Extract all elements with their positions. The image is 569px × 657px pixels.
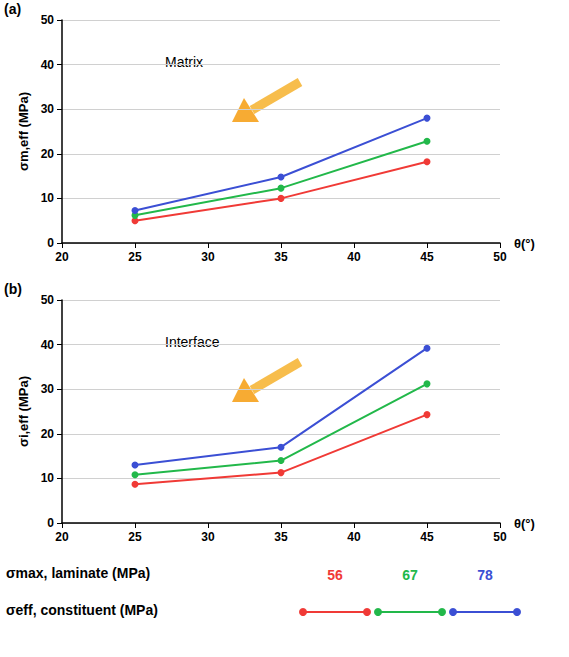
svg-text:θ(°): θ(°) — [514, 236, 535, 251]
svg-text:20: 20 — [41, 427, 55, 441]
svg-text:(a): (a) — [4, 1, 21, 17]
svg-text:30: 30 — [41, 382, 55, 396]
svg-text:10: 10 — [41, 191, 55, 205]
svg-text:σi,eff (MPa): σi,eff (MPa) — [16, 376, 31, 447]
svg-text:Matrix: Matrix — [165, 54, 203, 70]
svg-text:50: 50 — [493, 250, 507, 264]
svg-text:σmax, laminate (MPa): σmax, laminate (MPa) — [6, 565, 150, 581]
svg-text:θ(°): θ(°) — [514, 516, 535, 531]
svg-text:(b): (b) — [4, 281, 22, 297]
svg-text:40: 40 — [41, 338, 55, 352]
svg-text:25: 25 — [128, 530, 142, 544]
svg-text:30: 30 — [201, 530, 215, 544]
svg-text:40: 40 — [347, 530, 361, 544]
svg-text:σm,eff (MPa): σm,eff (MPa) — [16, 92, 31, 171]
svg-text:35: 35 — [274, 250, 288, 264]
svg-text:50: 50 — [41, 13, 55, 27]
svg-text:35: 35 — [274, 530, 288, 544]
svg-text:30: 30 — [201, 250, 215, 264]
svg-text:50: 50 — [41, 293, 55, 307]
svg-text:0: 0 — [47, 236, 54, 250]
svg-text:40: 40 — [41, 58, 55, 72]
svg-text:20: 20 — [41, 147, 55, 161]
svg-text:20: 20 — [55, 530, 69, 544]
svg-text:25: 25 — [128, 250, 142, 264]
svg-text:Interface: Interface — [165, 334, 220, 350]
svg-text:56: 56 — [327, 567, 343, 583]
svg-text:50: 50 — [493, 530, 507, 544]
svg-text:45: 45 — [420, 530, 434, 544]
svg-text:45: 45 — [420, 250, 434, 264]
svg-text:40: 40 — [347, 250, 361, 264]
svg-text:78: 78 — [477, 567, 493, 583]
svg-text:20: 20 — [55, 250, 69, 264]
svg-text:10: 10 — [41, 471, 55, 485]
svg-text:30: 30 — [41, 102, 55, 116]
svg-text:σeff, constituent (MPa): σeff, constituent (MPa) — [6, 602, 158, 618]
svg-text:0: 0 — [47, 516, 54, 530]
svg-text:67: 67 — [402, 567, 418, 583]
